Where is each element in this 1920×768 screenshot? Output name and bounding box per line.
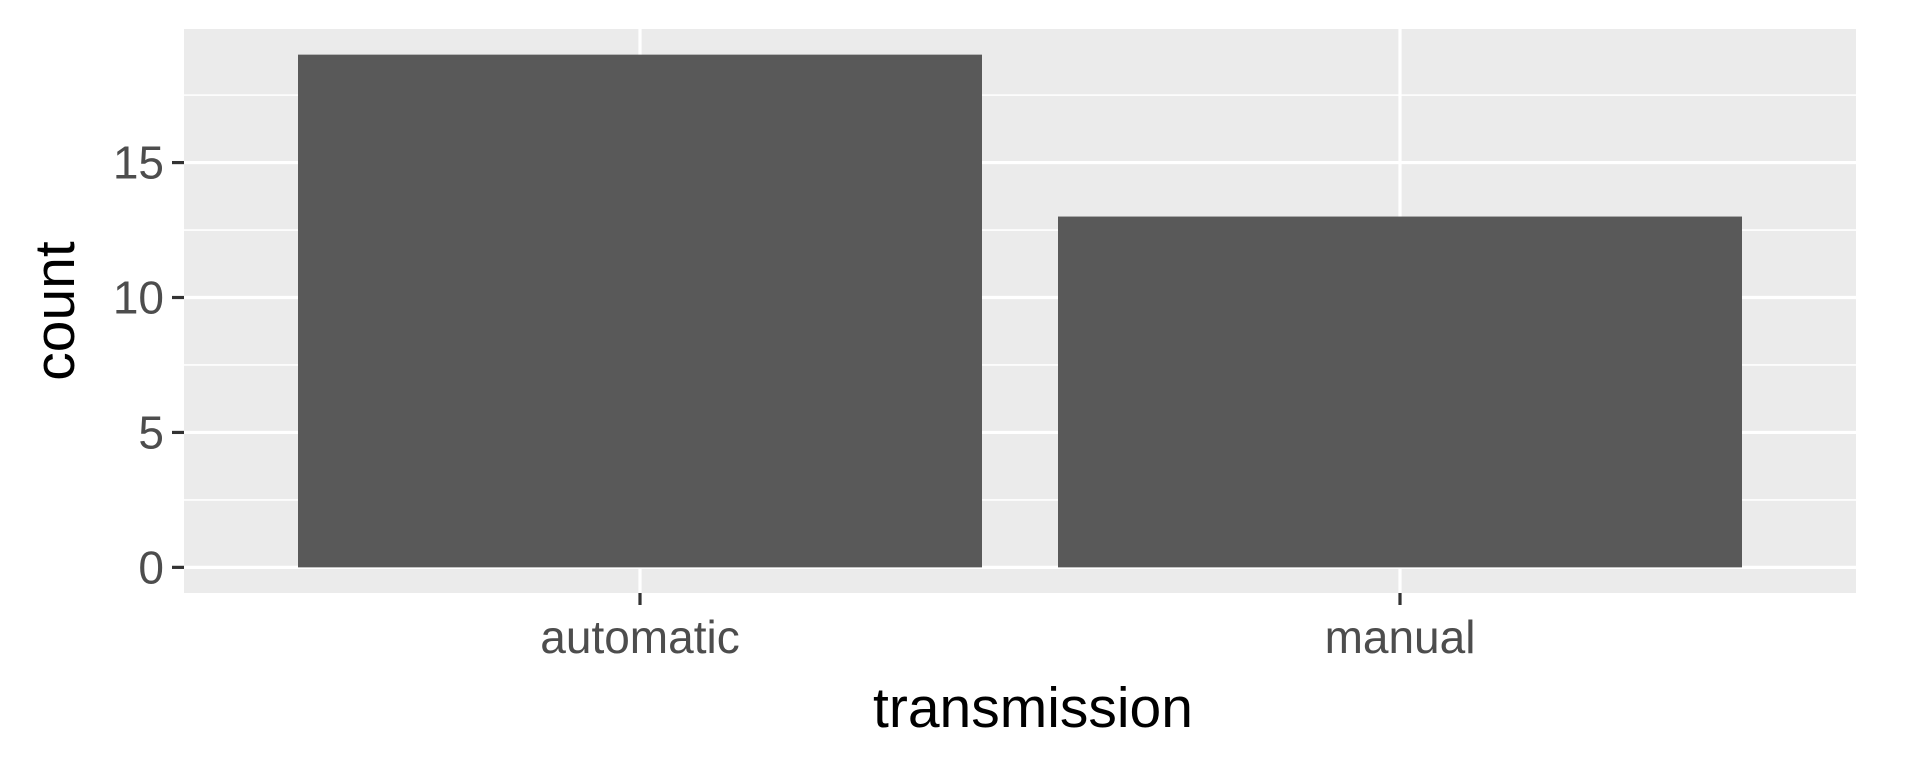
y-axis-ticks: 0 5 10 15 <box>113 137 184 593</box>
y-tick-label: 15 <box>113 137 164 189</box>
y-tick-label: 10 <box>113 272 164 324</box>
bars <box>298 54 1742 568</box>
bar-manual <box>1058 216 1742 568</box>
bar-automatic <box>298 54 982 568</box>
y-axis-title: count <box>23 241 87 381</box>
x-tick-label: automatic <box>540 611 739 663</box>
y-tick-label: 0 <box>138 541 164 593</box>
x-axis-ticks: automatic manual <box>540 593 1475 663</box>
y-tick-label: 5 <box>138 406 164 458</box>
x-tick-label: manual <box>1325 611 1476 663</box>
x-axis-title: transmission <box>873 676 1193 740</box>
